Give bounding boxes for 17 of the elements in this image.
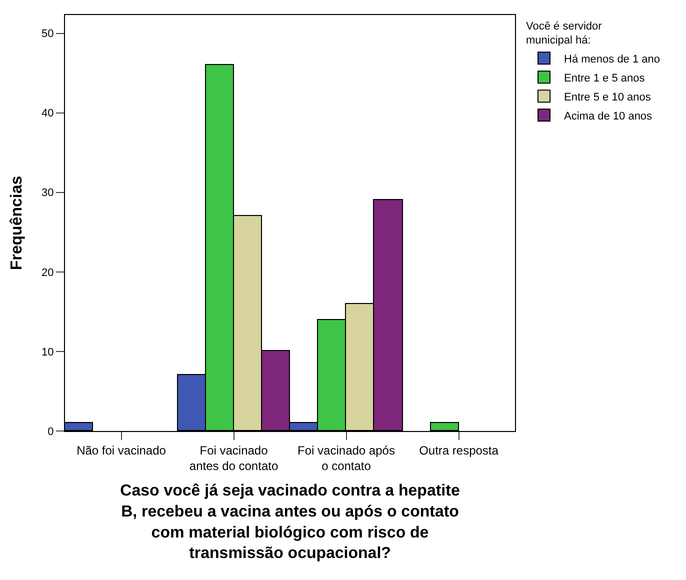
x-axis-title: Caso você já seja vacinado contra a hepatite B, recebeu a vacina antes ou após o contato com material biológico com risco de transmissão ocupacional? xyxy=(120,482,460,562)
legend-label: Acima de 10 anos xyxy=(564,110,653,122)
y-tick-label: 40 xyxy=(42,108,54,120)
y-tick-label: 50 xyxy=(42,28,54,40)
x-tick-label: Foi vacinado antes do contato xyxy=(189,443,278,473)
x-tick-label: Outra resposta xyxy=(419,443,499,458)
x-tick-label: Foi vacinado após o contato xyxy=(298,443,395,473)
y-axis-title: Frequências xyxy=(8,176,26,270)
legend-label: Há menos de 1 ano xyxy=(564,53,660,66)
y-tick-label: 30 xyxy=(42,187,54,200)
legend-title: Você é servidor municipal há: xyxy=(526,20,602,47)
y-tick-label: 0 xyxy=(48,426,54,438)
y-tick-label: 10 xyxy=(42,346,54,358)
y-tick-label: 20 xyxy=(42,266,54,279)
legend-label: Entre 5 e 10 anos xyxy=(564,91,652,104)
x-tick-label: Não foi vacinado xyxy=(76,443,166,458)
legend-label: Entre 1 e 5 anos xyxy=(564,72,646,84)
